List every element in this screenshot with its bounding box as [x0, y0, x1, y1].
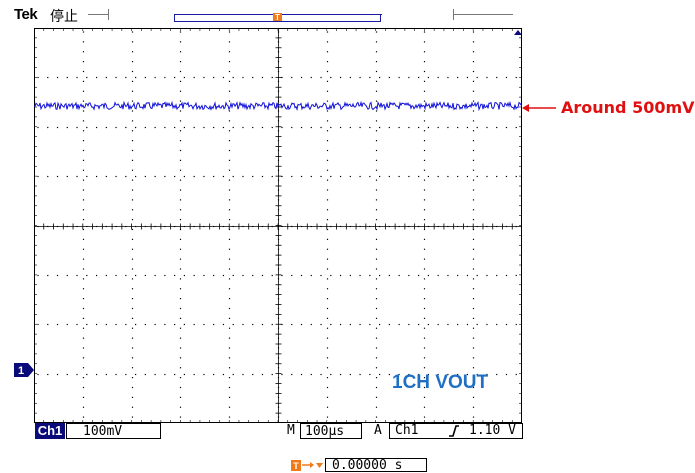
ch1-waveform-trace	[34, 100, 522, 112]
timebase-readout[interactable]: 100μs	[300, 423, 362, 439]
trace-top-arrow-icon	[514, 30, 522, 35]
trigger-slope-rising-icon	[449, 425, 459, 437]
ch1-ground-marker-label: 1	[18, 365, 24, 377]
trigger-source: Ch1	[395, 423, 419, 438]
trigger-mode-label: A	[374, 423, 382, 438]
voltage-annotation: Around 500mV	[561, 98, 695, 117]
trigger-position-icon: T	[273, 13, 282, 22]
graticule-grid	[37, 31, 517, 418]
horizontal-position-icon: T	[291, 460, 323, 471]
trigger-readout-box[interactable]	[389, 423, 523, 439]
graticule-center-axes	[34, 28, 522, 423]
top-tick	[108, 9, 109, 20]
svg-text:T: T	[275, 13, 280, 22]
channel-badge[interactable]: Ch1	[35, 423, 65, 439]
brand-logo: Tek	[14, 6, 38, 23]
ch1-ground-marker-icon[interactable]: 1	[14, 363, 35, 377]
horizontal-position-readout[interactable]: 0.00000 s	[325, 458, 427, 472]
scope-graticule[interactable]	[34, 28, 522, 423]
timebase-prefix: M	[287, 423, 295, 438]
volts-per-div-readout[interactable]: 100mV	[66, 423, 161, 439]
top-rule-left	[88, 14, 108, 15]
svg-text:T: T	[293, 461, 299, 471]
run-status: 停止	[50, 9, 78, 25]
arrow-left-icon	[522, 104, 556, 112]
top-rule-right	[453, 14, 513, 15]
record-window-indicator	[174, 15, 381, 22]
channel-name-label: 1CH VOUT	[392, 372, 489, 393]
trigger-level: 1.10 V	[469, 423, 516, 438]
